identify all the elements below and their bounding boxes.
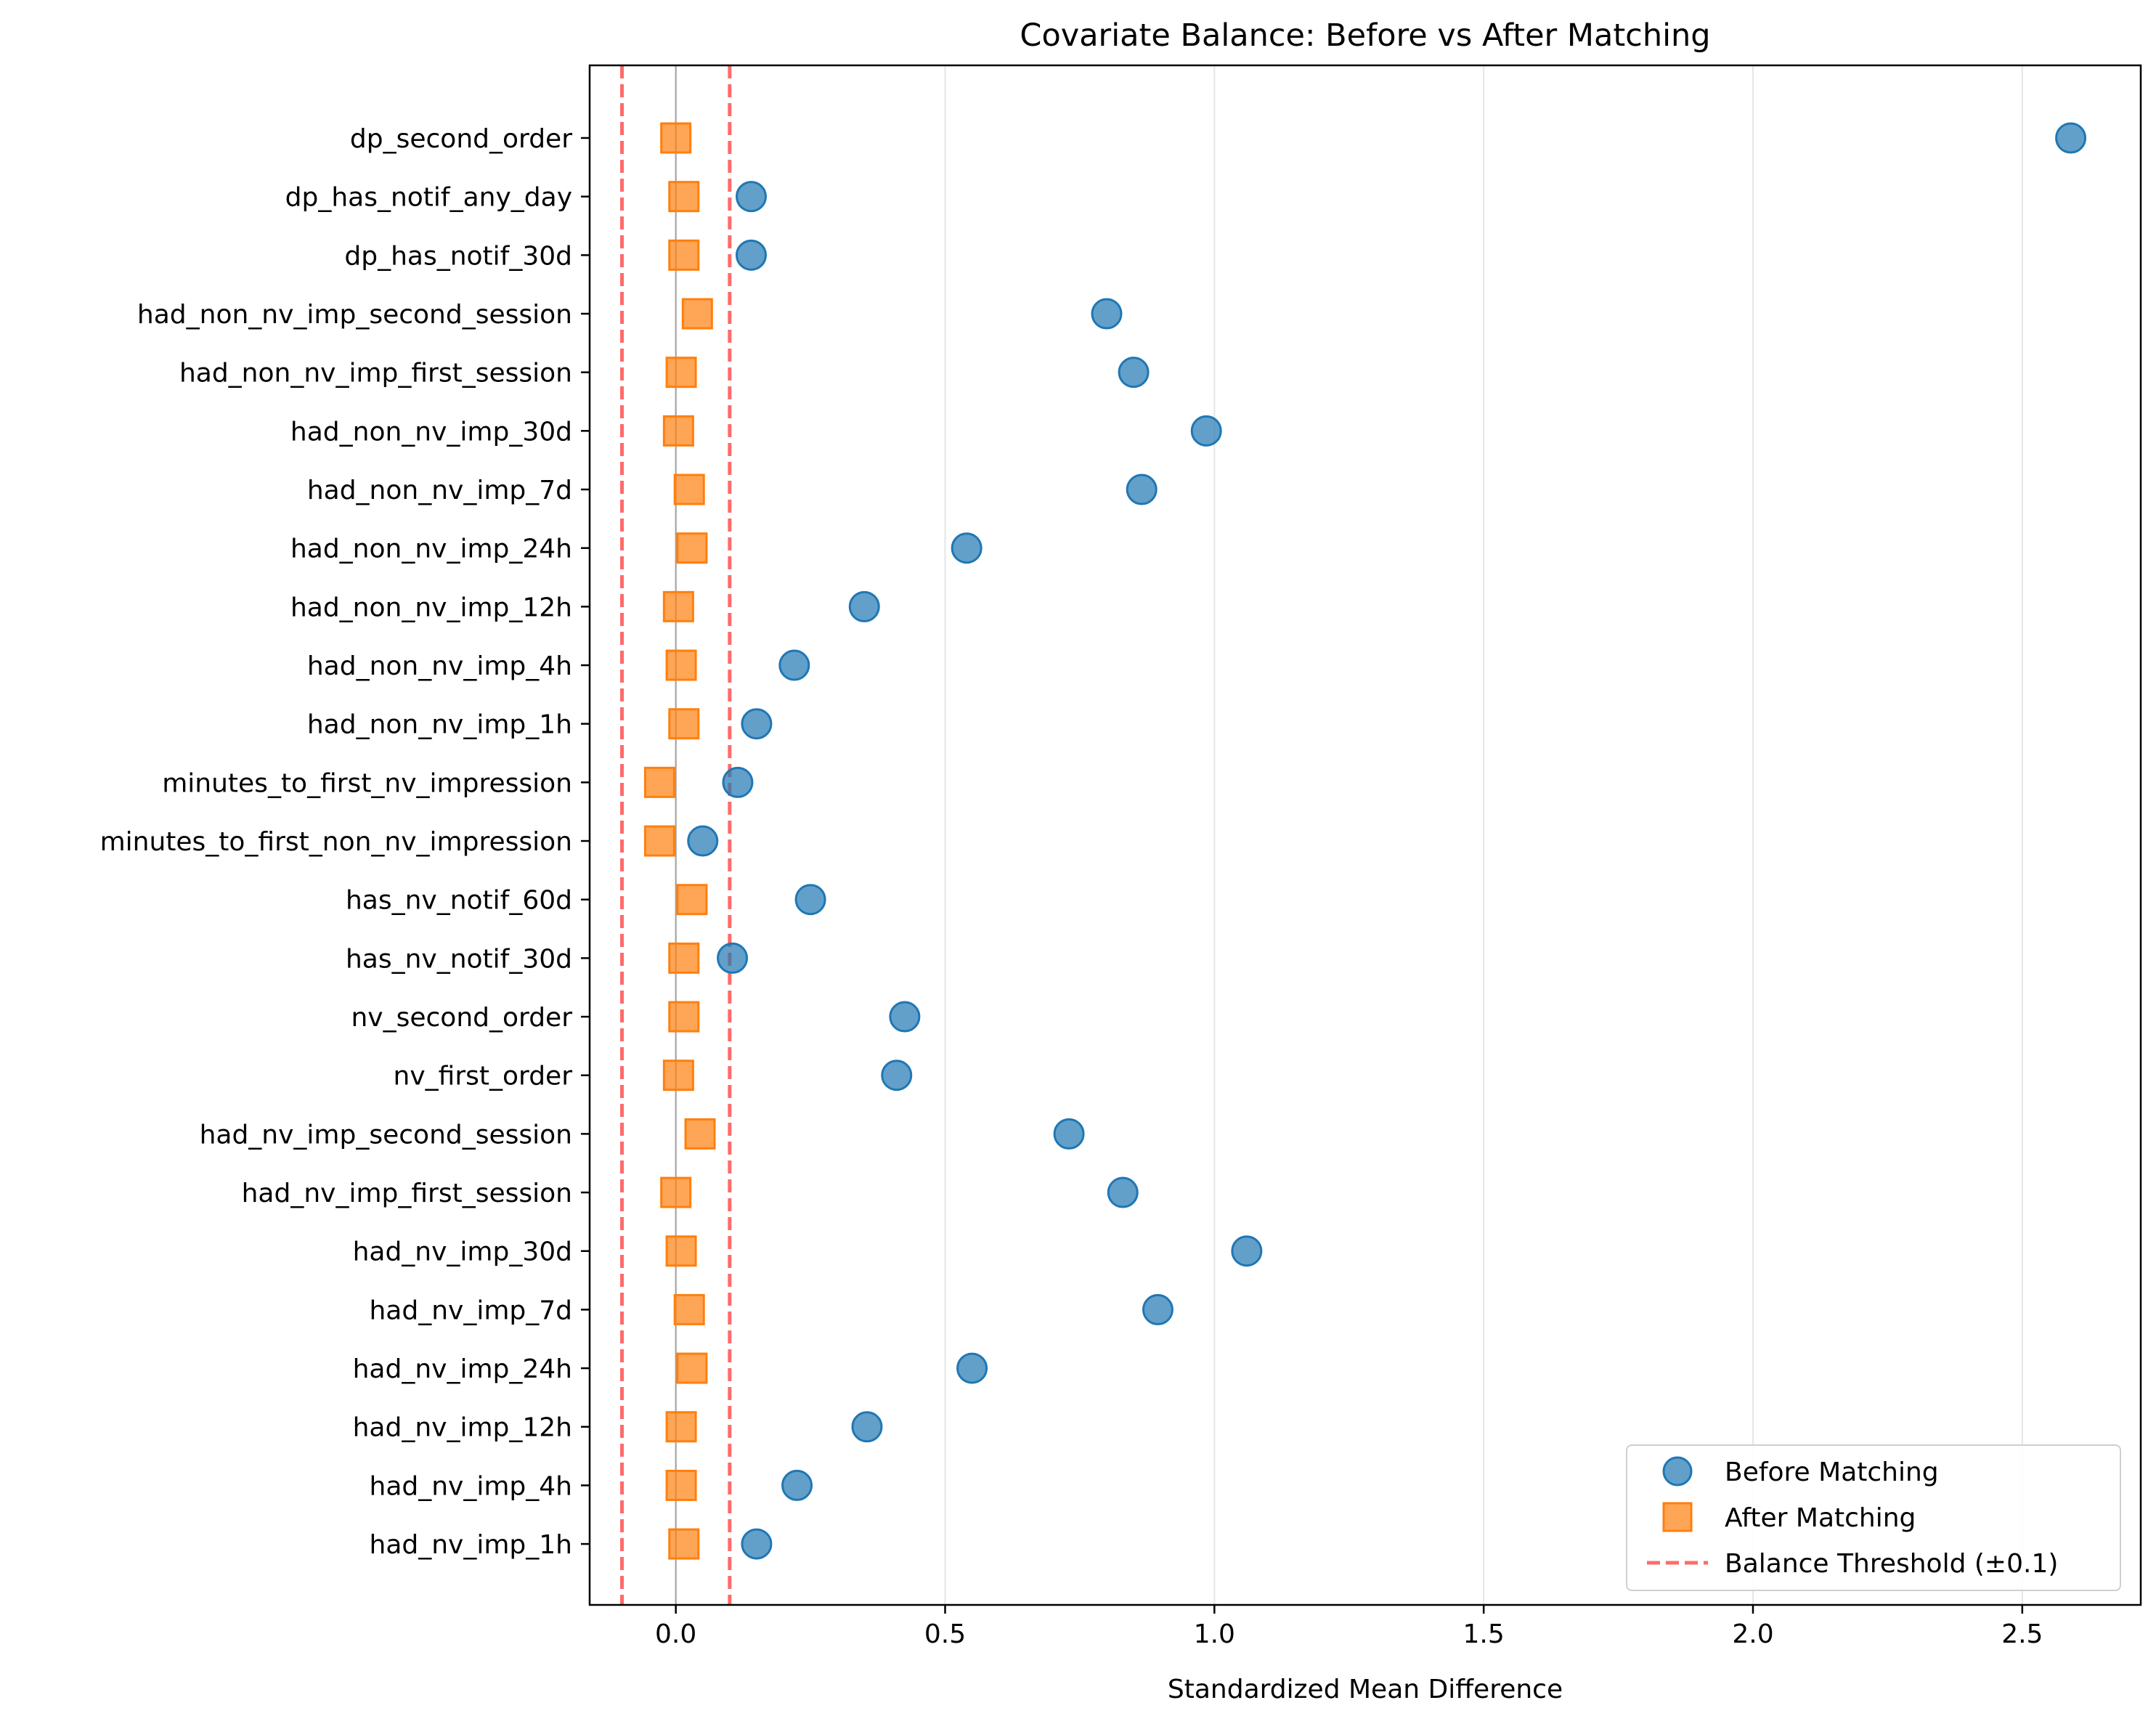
y-tick-label-13: has_nv_notif_60d [346,886,572,916]
before-point-21 [956,1352,988,1384]
y-tick-label-19: had_nv_imp_30d [353,1237,572,1267]
before-point-5 [1190,415,1222,447]
before-point-2 [736,239,767,271]
y-tick-label-4: had_non_nv_imp_first_session [179,359,572,389]
after-point-10 [668,708,700,740]
plot-area: 0.0 0.5 1.0 1.5 2.0 2.5 dp_second_order dp_has_… [100,64,2142,1649]
y-tick-label-17: had_nv_imp_second_session [200,1120,572,1150]
legend-box [1626,1444,2121,1591]
y-tick-label-3: had_non_nv_imp_second_session [137,300,572,330]
after-point-13 [676,884,708,916]
y-tick-label-23: had_nv_imp_4h [370,1471,573,1501]
before-point-12 [687,825,719,857]
after-point-20 [673,1293,705,1325]
x-tick-label-0: 0.0 [655,1619,696,1649]
after-point-15 [668,1001,700,1033]
y-tick-label-24: had_nv_imp_1h [370,1530,573,1560]
after-point-0 [660,122,692,154]
after-point-4 [665,357,697,389]
before-point-23 [781,1469,813,1501]
y-tick-label-12: minutes_to_first_non_nv_impression [100,827,572,857]
after-point-24 [668,1528,700,1560]
y-tick-label-1: dp_has_notif_any_day [285,183,572,213]
y-tick-label-11: minutes_to_first_nv_impression [162,768,572,798]
before-point-20 [1142,1293,1173,1325]
after-point-3 [681,298,713,330]
x-tick-label-4: 2.0 [1732,1619,1773,1649]
after-point-5 [662,415,694,447]
y-tick-label-18: had_nv_imp_first_session [242,1179,572,1208]
after-point-17 [684,1118,716,1150]
before-point-9 [778,649,810,681]
before-point-0 [2055,122,2087,154]
y-tick-label-21: had_nv_imp_24h [353,1354,572,1384]
legend: Before Matching After Matching Balance T… [1626,1444,2121,1591]
y-tick-label-10: had_non_nv_imp_1h [307,710,572,740]
legend-label-after: After Matching [1725,1503,1916,1533]
before-point-16 [881,1060,913,1091]
legend-label-before: Before Matching [1725,1457,1939,1487]
after-point-23 [665,1469,697,1501]
before-point-17 [1053,1118,1085,1150]
after-point-18 [660,1176,692,1208]
after-point-19 [665,1235,697,1267]
before-point-14 [717,942,749,974]
before-point-24 [741,1528,773,1560]
after-point-7 [676,532,708,564]
after-point-9 [665,649,697,681]
after-point-2 [668,239,700,271]
plot-frame [588,64,2142,1606]
x-tick-label-5: 2.5 [2001,1619,2043,1649]
legend-label-threshold: Balance Threshold (±0.1) [1725,1549,2058,1579]
x-axis-title: Standardized Mean Difference [1168,1675,1563,1704]
y-tick-label-5: had_non_nv_imp_30d [290,417,572,447]
y-tick-label-7: had_non_nv_imp_24h [290,534,572,564]
y-tick-label-14: has_nv_notif_30d [346,944,572,974]
y-tick-label-2: dp_has_notif_30d [344,241,572,271]
after-point-22 [665,1411,697,1443]
before-point-4 [1118,357,1150,389]
after-point-6 [673,473,705,505]
after-point-16 [662,1060,694,1091]
y-tick-label-16: nv_first_order [394,1062,573,1091]
after-point-21 [676,1352,708,1384]
before-point-6 [1126,473,1158,505]
x-tick-label-3: 1.5 [1463,1619,1505,1649]
after-point-8 [662,590,694,622]
before-point-18 [1107,1176,1139,1208]
after-point-14 [668,942,700,974]
y-tick-label-9: had_non_nv_imp_4h [307,651,572,681]
chart-title: Covariate Balance: Before vs After Match… [1020,17,1710,54]
after-point-12 [643,825,675,857]
y-tick-label-0: dp_second_order [350,124,572,154]
before-point-7 [951,532,983,564]
before-point-19 [1231,1235,1263,1267]
before-point-8 [848,590,880,622]
x-tick-label-2: 1.0 [1194,1619,1235,1649]
y-tick-label-20: had_nv_imp_7d [369,1296,572,1325]
legend-marker-before [1662,1456,1693,1487]
y-tick-label-6: had_non_nv_imp_7d [307,476,572,505]
y-tick-label-8: had_non_nv_imp_12h [290,593,572,622]
y-tick-label-15: nv_second_order [351,1003,572,1033]
before-point-10 [741,708,773,740]
y-tick-label-22: had_nv_imp_12h [353,1413,572,1443]
after-point-1 [668,181,700,213]
before-point-15 [889,1001,921,1033]
x-tick-label-1: 0.5 [924,1619,966,1649]
before-point-13 [794,884,826,916]
before-point-3 [1091,298,1123,330]
before-point-22 [851,1411,883,1443]
after-point-11 [643,766,675,798]
legend-marker-after [1662,1502,1693,1532]
before-point-1 [736,181,767,213]
before-point-11 [722,766,754,798]
